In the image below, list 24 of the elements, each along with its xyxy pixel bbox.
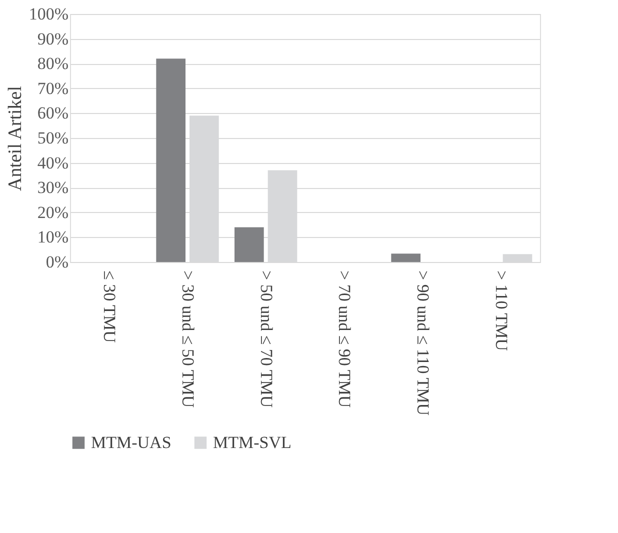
y-tick-label: 20% — [37, 202, 68, 222]
bar — [391, 254, 420, 262]
y-tick-label: 30% — [37, 178, 68, 198]
x-tick-label: ≤ 30 TMU — [100, 270, 120, 343]
x-tick-label: > 110 TMU — [492, 270, 511, 351]
x-tick-label: > 30 und ≤ 50 TMU — [178, 270, 198, 408]
y-tick-label: 70% — [37, 78, 68, 98]
y-tick-label: 100% — [28, 4, 68, 24]
legend-label: MTM-UAS — [91, 432, 172, 452]
bar — [156, 58, 186, 262]
y-tick-label: 50% — [37, 128, 68, 148]
y-tick-label: 80% — [37, 54, 68, 74]
y-tick-label: 60% — [37, 104, 68, 123]
y-tick-label: 90% — [37, 29, 68, 48]
x-tick-label: > 70 und ≤ 90 TMU — [335, 270, 354, 408]
legend-label: MTM-SVL — [213, 432, 292, 452]
y-tick-label: 10% — [37, 228, 68, 247]
bar — [502, 254, 532, 262]
x-tick-label: > 50 und ≤ 70 TMU — [256, 270, 276, 408]
y-tick-label: 40% — [37, 153, 68, 172]
bar — [234, 227, 264, 262]
y-tick-label: 0% — [46, 252, 68, 272]
x-tick-label: > 90 und ≤ 110 TMU — [414, 270, 432, 416]
y-axis-title: Anteil Artikel — [4, 86, 26, 192]
